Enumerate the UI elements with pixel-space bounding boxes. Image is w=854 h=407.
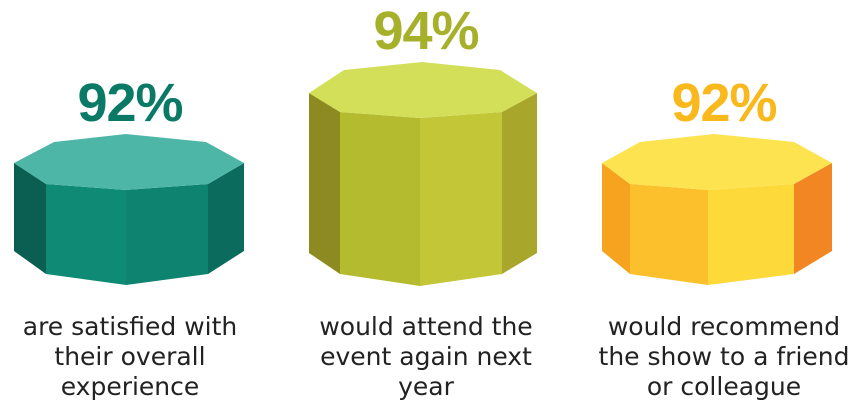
caption-line: would attend the [319, 312, 533, 341]
caption-line: would recommend [607, 312, 841, 341]
prism-front-left [630, 184, 708, 285]
prism-side-left [14, 163, 46, 274]
caption-line: event again next [320, 342, 532, 371]
value-label: 92% [77, 73, 183, 133]
prism-front-left [46, 184, 126, 285]
prism-front-right [420, 112, 502, 286]
prism-bar [602, 134, 832, 285]
stat-satisfied: 92% are satisfied with their overall exp… [0, 0, 260, 407]
prism-front-right [126, 184, 208, 285]
caption-line: the show to a friend [598, 342, 850, 371]
prism-bar [14, 134, 244, 285]
prism-top [309, 62, 537, 118]
prism-bar [309, 62, 537, 286]
caption-line: their overall [54, 342, 206, 371]
prism-top [14, 134, 244, 190]
prism-front-right [708, 184, 794, 285]
caption: are satisfied with their overall experie… [0, 312, 260, 402]
prism-side-left [309, 93, 340, 274]
prism-side-right [208, 163, 244, 274]
caption-line: or colleague [646, 372, 802, 401]
caption-line: year [398, 372, 454, 401]
value-label: 92% [671, 73, 777, 133]
stat-attend-again: 94% would attend the event again next ye… [296, 0, 556, 407]
caption-line: are satisfied with [22, 312, 238, 341]
caption: would attend the event again next year [296, 312, 556, 402]
caption-line: experience [60, 372, 200, 401]
prism-side-right [502, 93, 537, 274]
caption: would recommend the show to a friend or … [594, 312, 854, 402]
prism-front-left [340, 112, 420, 286]
prism-top [602, 134, 832, 190]
stat-recommend: 92% would recommend the show to a friend… [594, 0, 854, 407]
prism-side-right [794, 163, 832, 274]
value-label: 94% [373, 1, 479, 61]
prism-side-left [602, 163, 630, 274]
